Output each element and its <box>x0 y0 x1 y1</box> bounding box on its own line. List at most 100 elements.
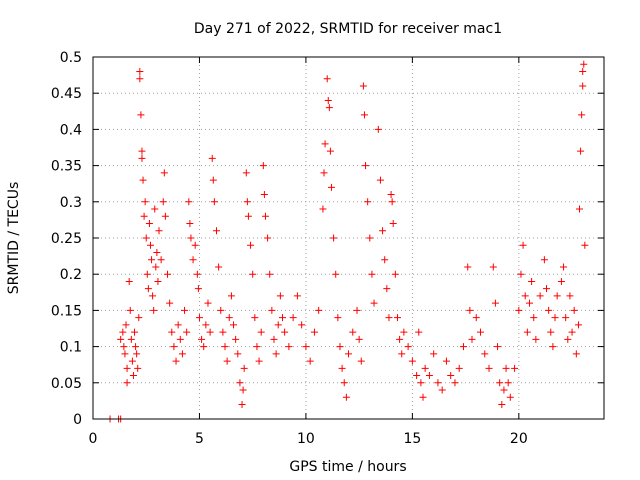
data-point <box>125 277 133 285</box>
data-point <box>117 335 125 343</box>
data-point <box>166 299 174 307</box>
data-point <box>523 328 531 336</box>
data-point <box>557 277 565 285</box>
data-point <box>215 263 223 271</box>
data-point <box>528 277 536 285</box>
data-point <box>126 306 134 314</box>
data-point <box>532 335 540 343</box>
x-tick-label: 10 <box>297 431 315 447</box>
data-point <box>272 350 280 358</box>
data-point <box>359 82 367 90</box>
data-point <box>139 176 147 184</box>
data-point <box>121 350 129 358</box>
data-point <box>178 350 186 358</box>
y-tick-label: 0.35 <box>51 159 82 175</box>
data-point <box>570 306 578 314</box>
x-axis-label: GPS time / hours <box>289 459 406 475</box>
data-point <box>242 169 250 177</box>
data-point <box>136 67 144 75</box>
data-point <box>324 96 332 104</box>
data-point <box>315 306 323 314</box>
data-point <box>396 335 404 343</box>
data-point <box>274 321 282 329</box>
data-point <box>168 328 176 336</box>
data-point <box>234 350 242 358</box>
data-point <box>210 198 218 206</box>
data-point <box>153 248 161 256</box>
data-point <box>187 234 195 242</box>
y-tick-label: 0.45 <box>51 86 82 102</box>
data-point <box>164 270 172 278</box>
y-tick-label: 0.1 <box>60 340 82 356</box>
data-point <box>398 350 406 358</box>
data-point <box>127 335 135 343</box>
data-point <box>326 147 334 155</box>
data-point <box>530 314 538 322</box>
data-point <box>579 82 587 90</box>
data-point <box>132 343 140 351</box>
data-point <box>515 306 523 314</box>
data-point <box>334 314 342 322</box>
data-point <box>345 350 352 358</box>
data-point <box>421 364 429 372</box>
data-point <box>549 343 557 351</box>
data-point <box>260 191 268 199</box>
data-point <box>340 379 348 387</box>
data-point <box>253 343 261 351</box>
data-point <box>425 372 433 380</box>
data-point <box>362 162 370 170</box>
data-point <box>247 241 255 249</box>
data-point <box>186 220 194 228</box>
points-layer <box>106 60 589 423</box>
data-point <box>150 306 158 314</box>
data-point <box>540 256 548 264</box>
data-point <box>193 270 201 278</box>
data-point <box>419 393 427 401</box>
data-point <box>225 314 233 322</box>
data-point <box>353 306 361 314</box>
data-point <box>174 321 182 329</box>
data-point <box>122 321 130 329</box>
y-tick-label: 0 <box>73 412 82 428</box>
data-point <box>545 306 553 314</box>
data-point <box>239 386 247 394</box>
data-point <box>249 270 257 278</box>
data-point <box>579 67 587 75</box>
data-point <box>208 154 216 162</box>
data-point <box>485 364 493 372</box>
data-point <box>191 241 199 249</box>
data-point <box>393 314 401 322</box>
data-point <box>183 328 191 336</box>
data-point <box>155 227 163 235</box>
data-point <box>581 241 589 249</box>
data-point <box>266 270 274 278</box>
data-point <box>408 357 416 365</box>
data-point <box>134 364 142 372</box>
data-point <box>145 220 153 228</box>
data-point <box>200 343 208 351</box>
data-point <box>261 212 269 220</box>
data-point <box>138 154 146 162</box>
data-point <box>370 299 378 307</box>
data-point <box>415 328 423 336</box>
data-point <box>383 285 391 293</box>
data-point <box>451 379 459 387</box>
data-point <box>566 292 574 300</box>
data-point <box>298 321 306 329</box>
data-point <box>123 379 131 387</box>
data-point <box>223 357 231 365</box>
data-point <box>521 292 529 300</box>
data-point <box>119 328 127 336</box>
data-point <box>577 147 585 155</box>
data-point <box>553 292 561 300</box>
data-point <box>135 314 143 322</box>
data-point <box>357 357 365 365</box>
data-point <box>161 212 169 220</box>
data-point <box>464 263 472 271</box>
data-point <box>498 401 506 409</box>
data-point <box>204 299 212 307</box>
data-point <box>576 205 584 213</box>
data-point <box>468 335 476 343</box>
data-point <box>172 357 180 365</box>
